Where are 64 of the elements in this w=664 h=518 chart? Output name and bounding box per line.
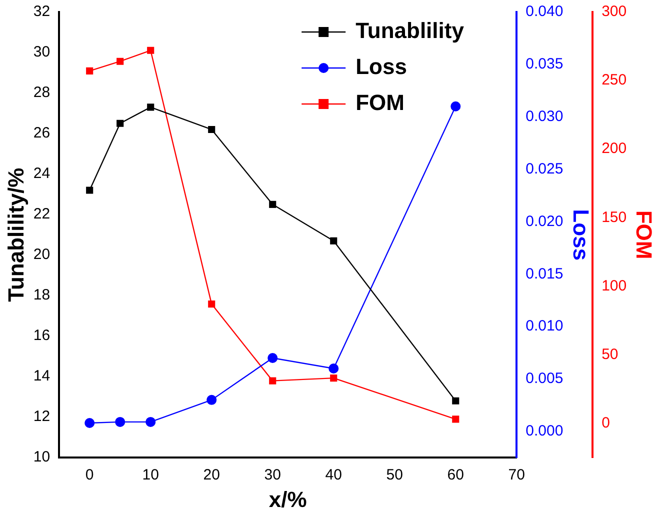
y3-tick-label: 250 — [602, 72, 627, 89]
y-tick-label: 30 — [33, 44, 50, 61]
x-tick-label: 20 — [203, 466, 220, 484]
y2-tick-label: 0.025 — [526, 160, 564, 178]
point — [269, 200, 276, 208]
y3-tick-label: 200 — [602, 140, 627, 158]
y-tick-label: 16 — [33, 327, 50, 344]
point — [86, 67, 94, 74]
point — [115, 416, 126, 427]
point — [146, 416, 156, 427]
y-tick-label: 12 — [33, 408, 50, 426]
y-tick-label: 24 — [33, 165, 50, 182]
point — [147, 46, 154, 54]
y-axis-title: Tunablility/% — [3, 168, 28, 302]
point — [116, 58, 124, 65]
x-tick-label: 10 — [142, 466, 159, 484]
point — [452, 397, 460, 404]
point — [269, 377, 276, 384]
y-tick-label: 20 — [33, 246, 50, 264]
legend-label: FOM — [356, 90, 404, 116]
point — [86, 186, 94, 194]
y2-tick-label: 0.015 — [526, 265, 564, 282]
point — [206, 394, 217, 405]
y2-tick-label: 0.030 — [526, 108, 564, 125]
y3-tick-label: 300 — [602, 3, 627, 20]
x-tick-label: 70 — [508, 466, 525, 484]
y-tick-label: 14 — [33, 368, 50, 385]
y3-tick-label: 50 — [602, 346, 618, 363]
x-tick-label: 50 — [386, 466, 403, 484]
point — [84, 418, 95, 428]
point — [452, 416, 460, 423]
y3-axis-title: FOM — [632, 210, 657, 260]
y2-tick-label: 0.020 — [526, 212, 564, 230]
y2-tick-label: 0.000 — [526, 422, 564, 440]
point — [268, 352, 278, 363]
y3-tick-label: 150 — [602, 208, 627, 226]
y2-tick-label: 0.005 — [526, 370, 564, 388]
y2-tick-label: 0.010 — [526, 318, 564, 335]
y2-tick-label: 0.040 — [526, 3, 564, 20]
point — [330, 374, 338, 382]
y3-tick-label: 100 — [602, 277, 627, 294]
point — [330, 237, 338, 244]
point — [328, 363, 339, 374]
y-tick-label: 22 — [33, 206, 50, 223]
x-tick-label: 30 — [264, 466, 281, 484]
y-tick-label: 28 — [33, 84, 50, 102]
point — [147, 104, 154, 111]
legend-label: Loss — [356, 54, 407, 80]
y2-axis-title: Loss — [568, 209, 594, 260]
y-tick-label: 18 — [33, 286, 50, 304]
y-tick-label: 10 — [33, 448, 50, 466]
x-axis-title: x/% — [268, 486, 307, 512]
point — [450, 101, 461, 112]
y-tick-label: 26 — [33, 124, 50, 142]
x-tick-label: 40 — [325, 466, 342, 484]
y-tick-label: 32 — [33, 3, 50, 20]
y3-tick-label: 0 — [602, 414, 610, 432]
legend-label: Tunablility — [356, 18, 465, 44]
point — [208, 300, 216, 308]
point — [116, 120, 124, 127]
x-tick-label: 0 — [85, 466, 94, 484]
y2-tick-label: 0.035 — [526, 56, 564, 73]
x-tick-label: 60 — [447, 466, 464, 484]
point — [208, 126, 216, 134]
